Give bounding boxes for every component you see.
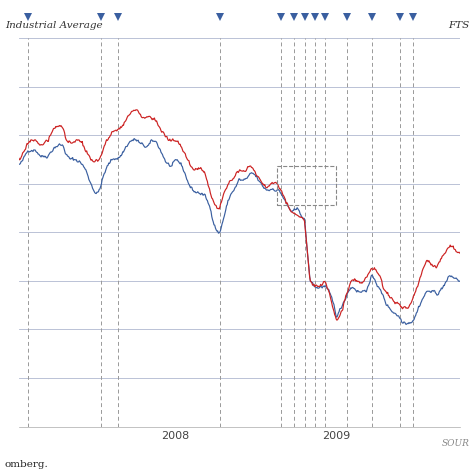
Text: omberg.: omberg. [5,460,48,469]
Bar [277,166,337,205]
Text: Industrial Average: Industrial Average [5,21,102,30]
Text: FTS: FTS [448,21,469,30]
Text: SOUR: SOUR [441,439,469,448]
